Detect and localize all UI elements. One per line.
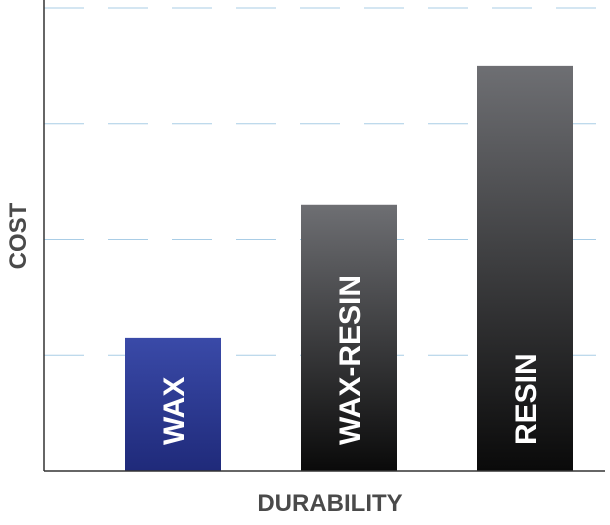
bar-resin (477, 65, 573, 471)
bars (125, 65, 573, 471)
bar-labels: WAX WAX-RESIN RESIN (158, 275, 543, 445)
bar-label-wax-resin: WAX-RESIN (334, 275, 367, 445)
bar-wax-resin (301, 204, 397, 471)
bar-label-wax: WAX (158, 377, 191, 445)
x-axis-title: DURABILITY (257, 490, 402, 517)
y-axis-title: COST (5, 202, 32, 269)
bar-label-resin: RESIN (510, 353, 543, 445)
bar-wax (125, 337, 221, 471)
